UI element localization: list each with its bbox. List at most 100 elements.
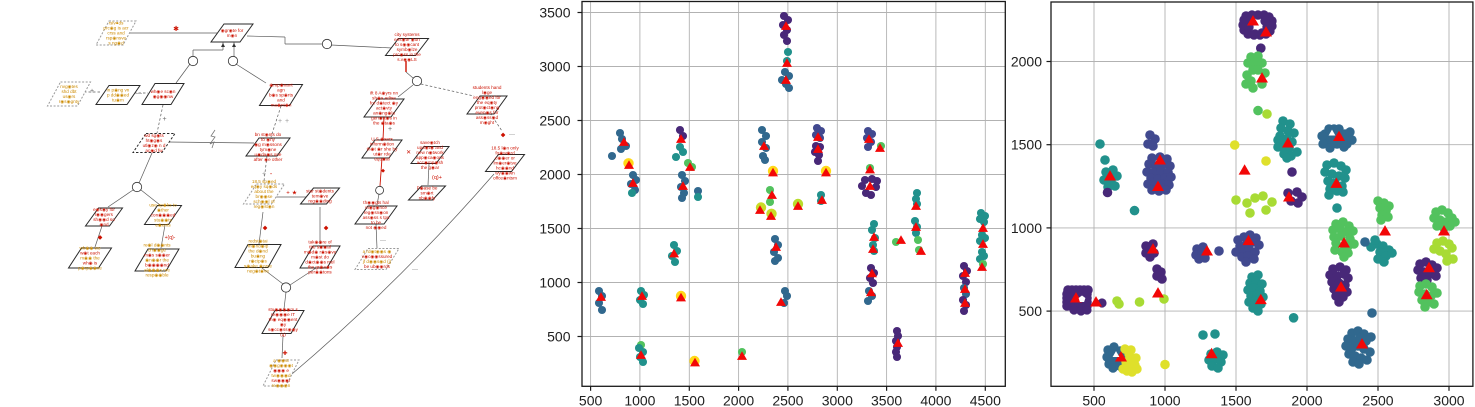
svg-text:equ◉al: equ◉al	[374, 157, 389, 162]
svg-text:gen◉rt◉s in: gen◉rt◉s in	[371, 116, 397, 121]
svg-text:after ◉e other: after ◉e other	[254, 157, 283, 162]
svg-text:bn st◉nts do: bn st◉nts do	[255, 132, 282, 137]
svg-text:wh◉◉ we: wh◉◉ we	[79, 246, 100, 251]
svg-text:2500: 2500	[1362, 393, 1393, 407]
svg-text:m◉d◉ r◉s◉ve: m◉d◉ r◉s◉ve	[304, 250, 337, 255]
svg-text:about the: about the	[254, 189, 274, 194]
svg-text:l◉ge: l◉ge	[482, 90, 493, 95]
svg-text:for d◉tect ◉y: for d◉tect ◉y	[370, 101, 399, 106]
svg-text:acc◉mp◉sh: acc◉mp◉sh	[417, 160, 444, 165]
svg-text:-: -	[270, 171, 273, 178]
svg-text:eq◉y sq◉ds: eq◉y sq◉ds	[251, 184, 278, 189]
svg-text:P◉ase be: P◉ase be	[417, 186, 438, 191]
svg-text:wh◉ is: wh◉ is	[83, 261, 98, 266]
svg-text:a ◉◉st: a ◉◉st	[273, 358, 289, 363]
svg-text:stu◉◉ts: stu◉◉ts	[154, 218, 172, 223]
svg-text:◆: ◆	[98, 235, 103, 241]
svg-text:br◉◉se: br◉◉se	[256, 194, 273, 199]
svg-text:u◉da◉s one: u◉da◉s one	[255, 152, 282, 157]
svg-text:2000: 2000	[539, 166, 570, 182]
svg-text:◉◉g◉◉◉t: ◉◉g◉◉◉t	[269, 363, 294, 368]
svg-text:the g◉ar: the g◉ar	[421, 165, 440, 170]
svg-text:the gr◉e◉s: the gr◉e◉s	[308, 265, 333, 270]
svg-text:+: +	[388, 126, 392, 133]
svg-text:re◉◉◉n: re◉◉◉n	[272, 383, 291, 388]
svg-text:m◉s s◉◉er: m◉s s◉◉er	[144, 253, 170, 258]
svg-text:◉g m◉ssons: ◉g m◉ssons	[254, 142, 282, 147]
svg-text:500: 500	[579, 393, 603, 407]
svg-text:tym◉ne: tym◉ne	[260, 147, 277, 152]
svg-text:e◉ents: e◉ents	[155, 223, 171, 228]
svg-text:+: +	[278, 118, 282, 125]
svg-text:2500: 2500	[539, 112, 570, 128]
svg-text:per◉◉tons: per◉◉tons	[308, 270, 332, 275]
svg-text:th◉ eq◉◉ent: th◉ eq◉◉ent	[269, 317, 298, 322]
svg-text:—: —	[412, 267, 418, 273]
svg-text:U.S ◉sers: U.S ◉sers	[371, 137, 393, 142]
svg-text:an◉ng◉la: an◉ng◉la	[373, 111, 395, 116]
svg-text:th◉◉gts hal: th◉◉gts hal	[363, 200, 388, 205]
svg-text:not ◉◉ed: not ◉◉ed	[366, 225, 387, 230]
svg-text:redst◉tai: redst◉tai	[248, 239, 267, 244]
svg-text:1000: 1000	[624, 393, 655, 407]
svg-text:p◉rp◉◉ve: p◉rp◉◉ve	[78, 266, 102, 271]
svg-text:reg◉st◉n: reg◉st◉n	[254, 204, 275, 209]
svg-text:prc◉g is acr: prc◉g is acr	[103, 26, 129, 31]
svg-text:s.v◉◉LS: s.v◉◉LS	[397, 57, 417, 62]
svg-text:✚: ✚	[282, 350, 287, 357]
svg-text:3500: 3500	[539, 4, 570, 20]
svg-text:bu◉ng: bu◉ng	[251, 254, 266, 259]
svg-text:2000: 2000	[1011, 53, 1042, 69]
svg-text:ens◉te ◉on: ens◉te ◉on	[394, 37, 420, 42]
svg-text:s ng◉d: s ng◉d	[108, 41, 124, 46]
svg-text:inform◉tion: inform◉tion	[370, 142, 395, 147]
svg-text:v◉c◉◉ssured: v◉c◉◉ssured	[362, 254, 393, 259]
svg-text:18.5 sp◉ed: 18.5 sp◉ed	[252, 179, 277, 184]
svg-text:sw◉◉◉r: sw◉◉◉r	[271, 378, 291, 383]
svg-text:r◉s◉gnty: r◉s◉gnty	[59, 99, 80, 104]
svg-text:fri◉nd◉ip: fri◉nd◉ip	[248, 244, 269, 249]
svg-text:m◉g◉nce: m◉g◉nce	[365, 205, 387, 210]
svg-text:sh◉s edtse: sh◉s edtse	[372, 96, 396, 101]
svg-text:◉◉◉ e: ◉◉◉ e	[273, 368, 289, 373]
svg-text:wh◉e sc◉n: wh◉e sc◉n	[151, 89, 176, 94]
svg-text:even◉s for: even◉s for	[476, 110, 499, 115]
svg-text:ht◉g◉s: ht◉g◉s	[146, 138, 163, 143]
svg-text:1500: 1500	[674, 393, 705, 407]
svg-text:◆: ◆	[324, 226, 329, 232]
svg-text:utl◉z◉ n d: utl◉z◉ n d	[143, 143, 166, 148]
svg-text:—: —	[380, 238, 386, 244]
svg-text:+: +	[262, 171, 266, 178]
svg-text:prc◉ss in the: prc◉ss in the	[393, 52, 421, 57]
svg-text:—: —	[136, 91, 142, 97]
svg-text:4000: 4000	[920, 393, 951, 407]
svg-text:ass◉ss s tps: ass◉ss s tps	[363, 215, 390, 220]
svg-text:ift 8 A◉yrs nn: ift 8 A◉yrs nn	[370, 91, 398, 96]
svg-text:the eq◉ty: the eq◉ty	[477, 100, 498, 105]
svg-text:1500: 1500	[1220, 393, 1251, 407]
svg-text:al◉◉◉s nre: al◉◉◉s nre	[144, 268, 170, 273]
svg-text:500: 500	[1082, 393, 1106, 407]
svg-text:+: +	[286, 191, 290, 197]
svg-text:eng◉◉ed for: eng◉◉ed for	[473, 95, 501, 100]
svg-text:◉gr◉te for: ◉gr◉te for	[221, 28, 244, 33]
svg-text:s◉ake ◉orce: s◉ake ◉orce	[244, 264, 272, 269]
svg-text:r◉cip◉s: r◉cip◉s	[249, 259, 267, 264]
svg-text:in p◉ng vn: in p◉ng vn	[107, 88, 130, 93]
svg-text:prot◉ct◉ng: prot◉ct◉ng	[475, 105, 500, 110]
svg-text:(q)+: (q)+	[432, 175, 442, 181]
svg-text:1000: 1000	[539, 274, 570, 290]
svg-text:—: —	[509, 132, 515, 138]
svg-text:be ub◉◉rds: be ub◉◉rds	[364, 264, 391, 269]
svg-text:m◉n: m◉n	[227, 33, 238, 38]
svg-text:ch◉◉ge: ch◉◉ge	[148, 248, 166, 253]
svg-text:+(q)-: +(q)-	[165, 235, 176, 241]
svg-text:hc◉◉nd: hc◉◉nd	[496, 166, 514, 171]
svg-text:s◉cc◉ss◉◉y: s◉cc◉ss◉◉y	[268, 327, 299, 332]
svg-text:m◉st do: m◉st do	[311, 255, 329, 260]
svg-text:to s◉◉cant: to s◉◉cant	[395, 42, 420, 47]
svg-text:500: 500	[547, 328, 571, 344]
svg-text:d◉ct◉◉s mel: d◉ct◉◉s mel	[305, 260, 334, 265]
svg-text:2000: 2000	[1291, 393, 1322, 407]
svg-text:the ◉ta◉s: the ◉ta◉s	[373, 121, 396, 126]
